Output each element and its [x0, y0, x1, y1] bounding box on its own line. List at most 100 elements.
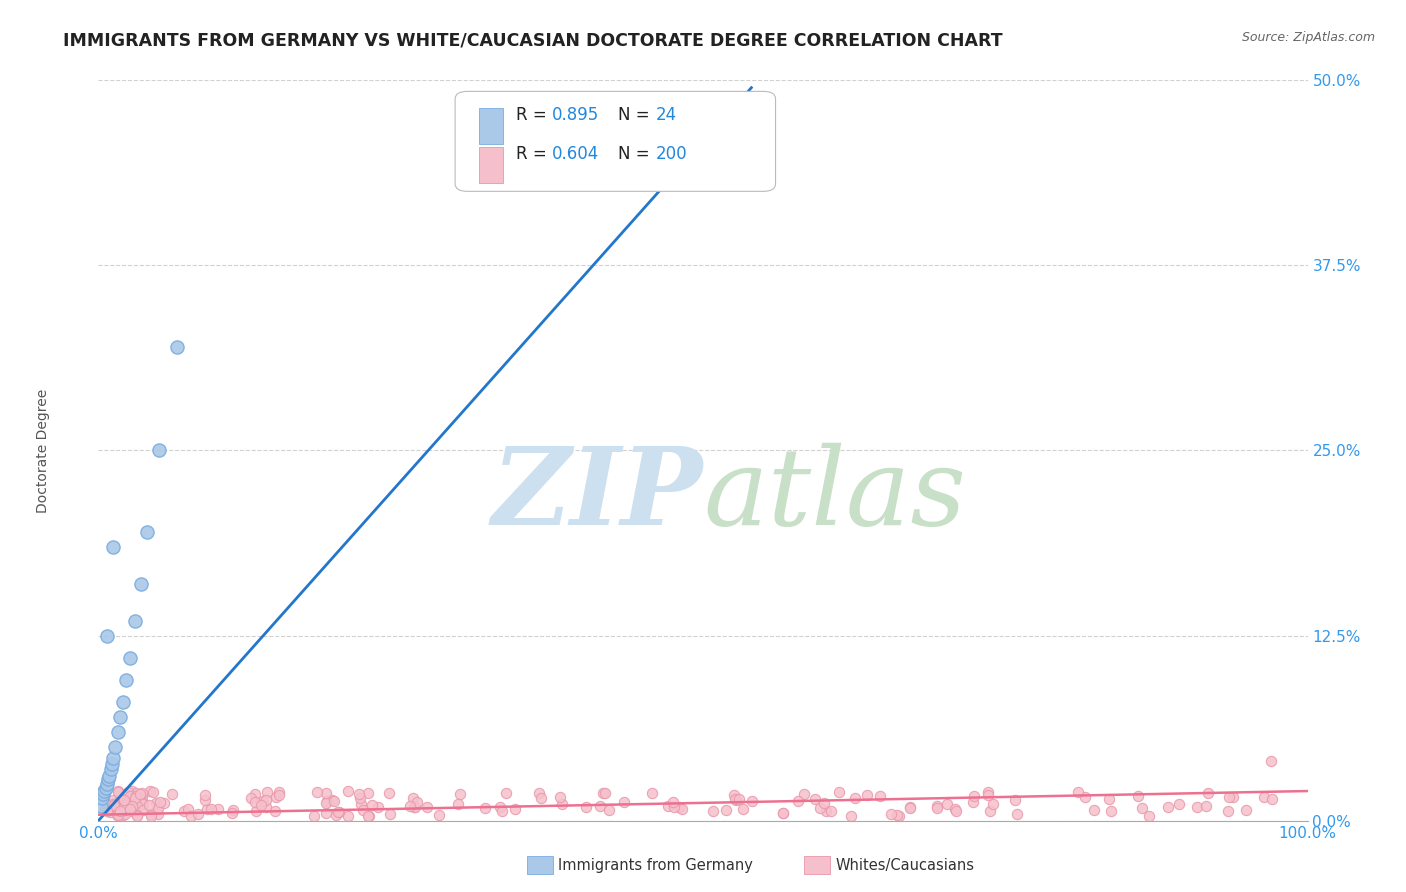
Point [575, 800, 598, 814]
Point [108, 710, 131, 724]
Point [813, 796, 835, 810]
Point [962, 795, 984, 809]
Point [93, 784, 115, 798]
Point [96, 776, 118, 791]
Point [787, 794, 810, 808]
Point [1004, 792, 1026, 806]
Point [114, 801, 136, 815]
Point [114, 806, 136, 821]
Text: 0.604: 0.604 [551, 145, 599, 163]
Point [1185, 800, 1208, 814]
Point [114, 798, 136, 813]
Point [96, 804, 118, 818]
Point [240, 791, 263, 805]
Point [316, 794, 339, 808]
Text: ZIP: ZIP [492, 442, 703, 548]
Point [146, 806, 169, 821]
Point [302, 809, 325, 823]
Point [125, 786, 148, 800]
Point [121, 798, 143, 813]
Point [1260, 792, 1282, 806]
Point [195, 802, 218, 816]
Point [1218, 789, 1240, 804]
Point [548, 790, 571, 805]
Point [772, 805, 794, 820]
Point [124, 791, 146, 805]
Point [592, 786, 614, 800]
Point [243, 795, 266, 809]
Point [1098, 792, 1121, 806]
Point [91, 791, 114, 805]
Text: 0.895: 0.895 [551, 106, 599, 124]
Point [869, 789, 891, 803]
Point [491, 804, 513, 818]
Point [357, 809, 380, 823]
Point [131, 786, 153, 800]
Point [139, 806, 162, 821]
Text: R =: R = [516, 106, 551, 124]
Point [814, 804, 837, 818]
Point [495, 786, 517, 800]
Y-axis label: Doctorate Degree: Doctorate Degree [35, 388, 49, 513]
Point [108, 805, 131, 819]
Point [100, 762, 122, 776]
Point [702, 804, 724, 818]
Point [138, 798, 160, 813]
Point [844, 790, 866, 805]
Point [135, 524, 157, 539]
Point [266, 789, 288, 804]
Point [943, 802, 966, 816]
Point [305, 785, 328, 799]
Point [96, 797, 118, 811]
Point [898, 801, 921, 815]
Point [107, 784, 129, 798]
Text: atlas: atlas [703, 442, 966, 548]
Point [1197, 786, 1219, 800]
Point [808, 801, 831, 815]
Point [101, 540, 124, 554]
Point [100, 757, 122, 772]
Point [194, 793, 217, 807]
Point [94, 780, 117, 795]
Point [105, 807, 128, 822]
Point [741, 794, 763, 808]
Point [111, 808, 134, 822]
Point [1157, 800, 1180, 814]
Point [898, 800, 921, 814]
Point [315, 786, 337, 800]
Point [132, 796, 155, 810]
Point [793, 787, 815, 801]
Point [117, 785, 139, 799]
Point [129, 796, 152, 810]
Point [820, 805, 842, 819]
Text: Immigrants from Germany: Immigrants from Germany [558, 858, 754, 872]
Point [398, 798, 420, 813]
Point [315, 796, 337, 810]
Point [104, 739, 127, 754]
Point [187, 807, 209, 822]
Point [1168, 797, 1191, 811]
Point [662, 795, 685, 809]
Point [180, 809, 202, 823]
Point [127, 798, 149, 813]
Point [979, 804, 1001, 818]
Point [378, 806, 401, 821]
Point [131, 803, 153, 817]
Point [94, 803, 117, 817]
Point [98, 801, 121, 815]
Point [404, 800, 426, 814]
Point [118, 793, 141, 807]
Point [1234, 803, 1257, 817]
Point [983, 797, 1005, 812]
Point [936, 797, 959, 812]
Point [731, 802, 754, 816]
Point [856, 789, 879, 803]
Point [976, 785, 998, 799]
Point [1260, 755, 1282, 769]
Point [530, 791, 553, 805]
Point [402, 791, 425, 805]
Point [976, 788, 998, 802]
Point [449, 787, 471, 801]
Point [367, 800, 389, 814]
Point [193, 789, 215, 803]
